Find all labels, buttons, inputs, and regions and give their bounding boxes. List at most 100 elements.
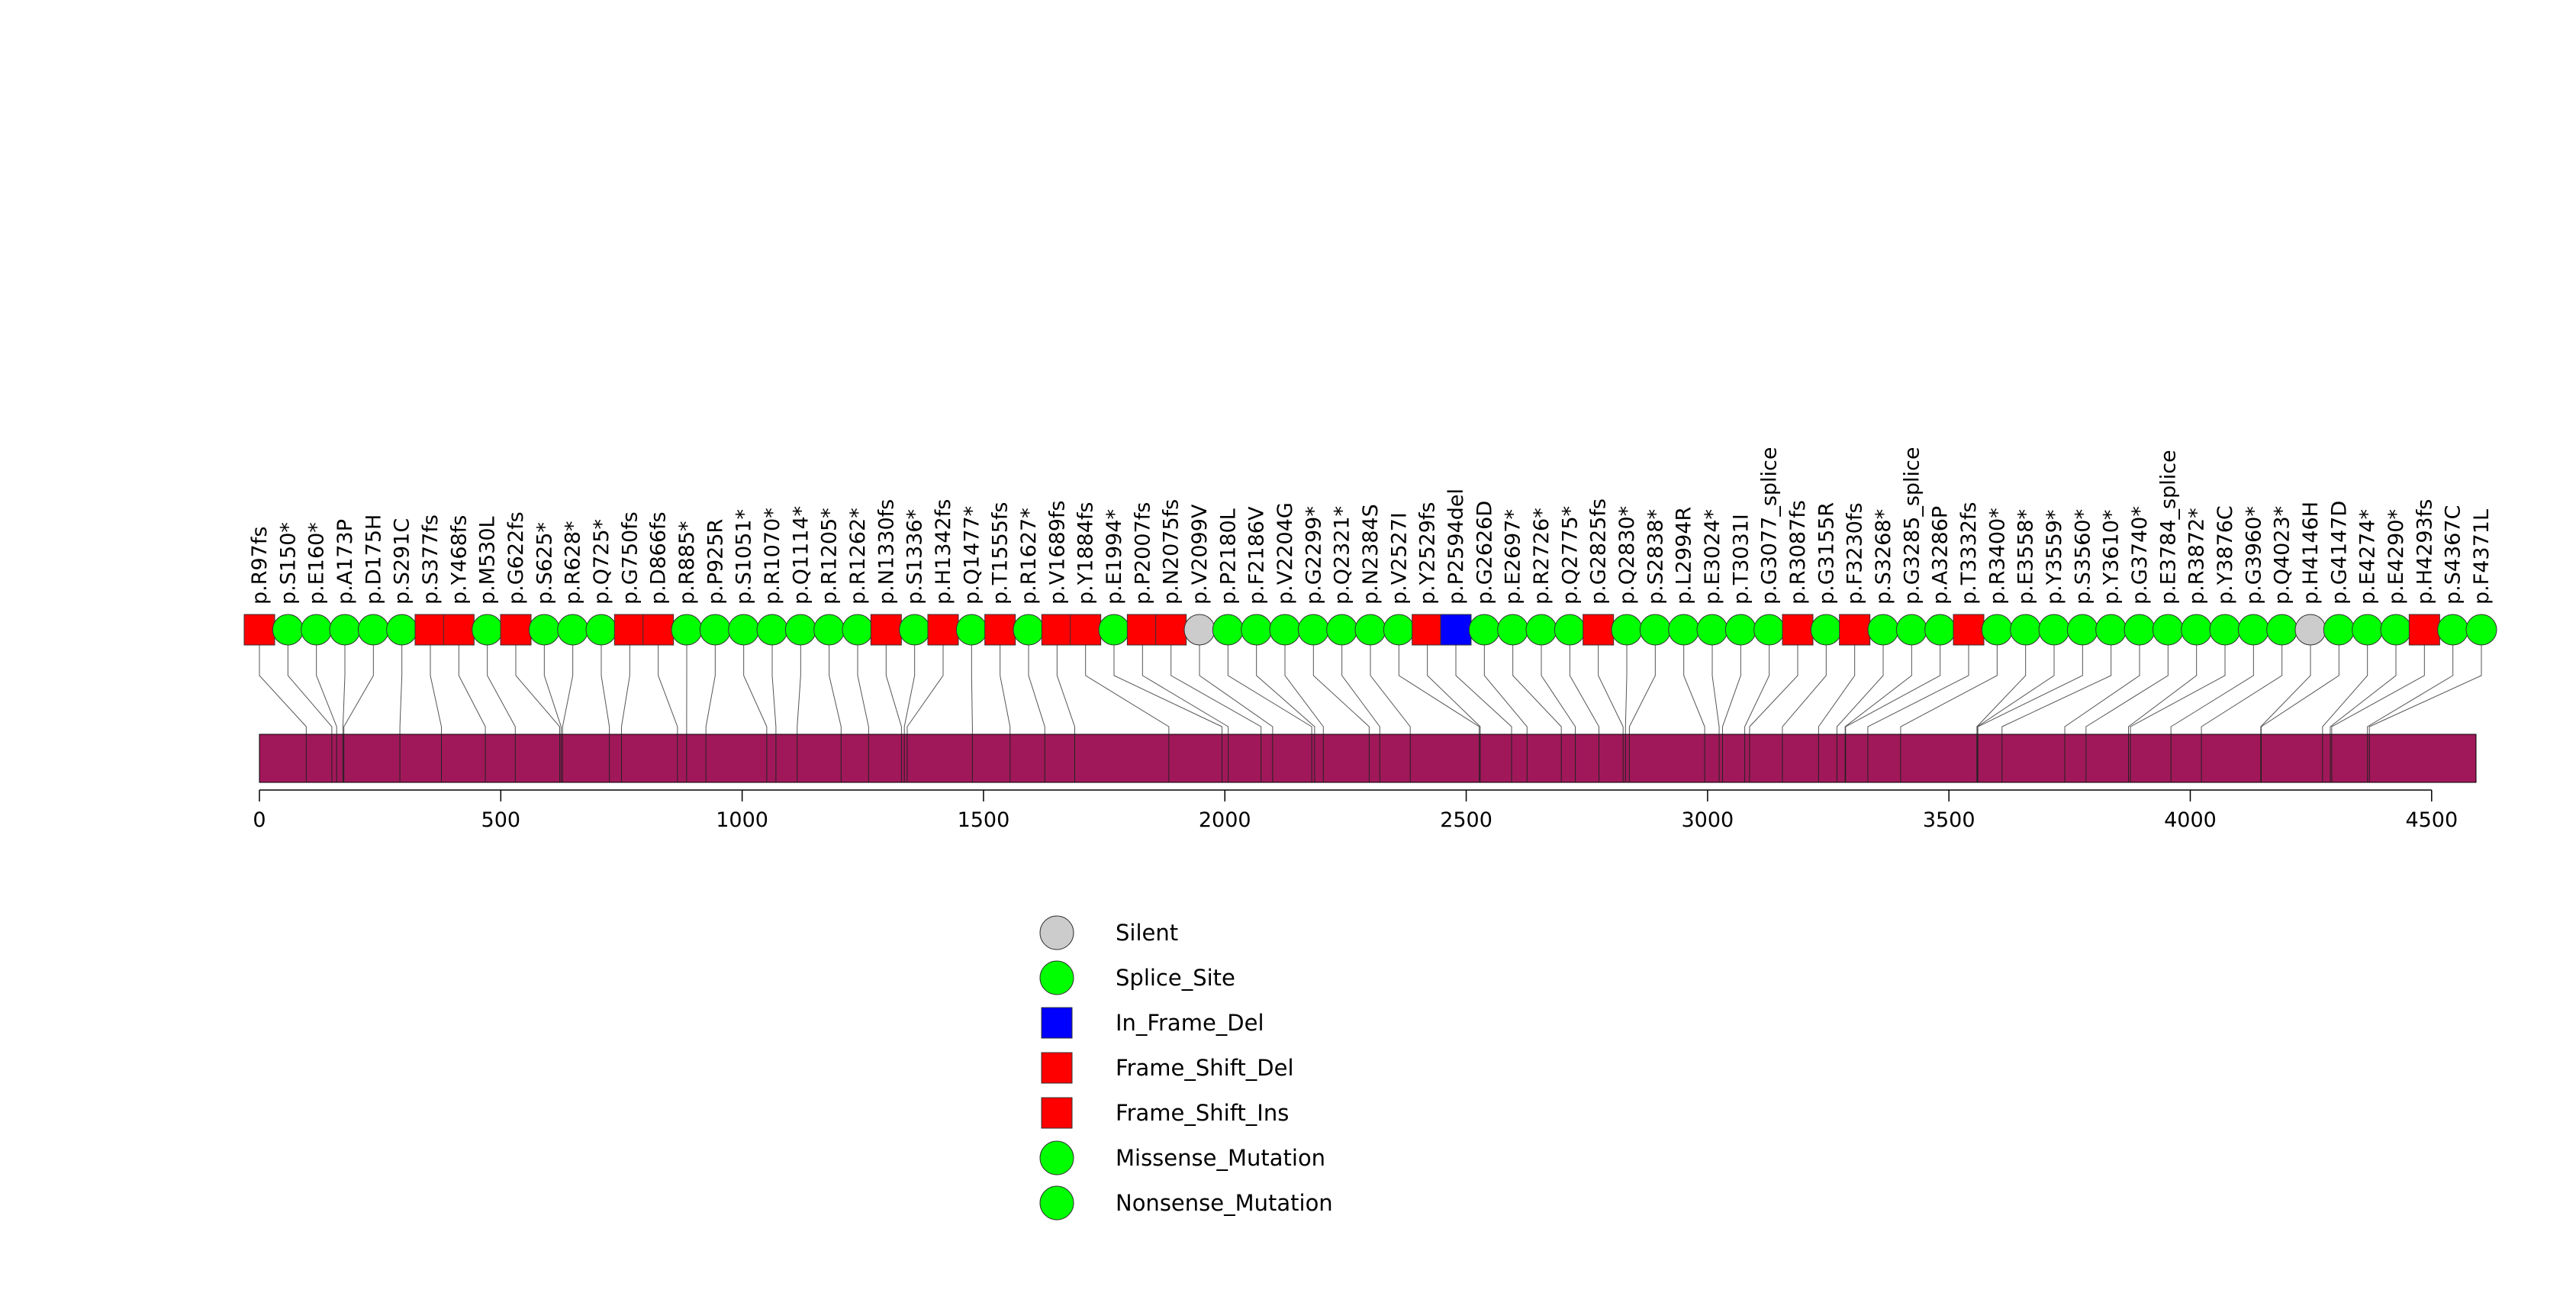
mutation-label: p.R97fs (248, 527, 272, 605)
legend-swatch-square (1041, 1007, 1073, 1039)
protein-domain-bar (259, 734, 2477, 783)
connector-line (1455, 645, 1512, 734)
mutation-label: p.R3400* (1985, 508, 2009, 605)
mutation-marker-circle (1924, 614, 1956, 646)
connector-line (2322, 645, 2368, 734)
x-axis-tick-label: 1500 (958, 808, 1010, 832)
connector-line (2330, 645, 2397, 734)
mutation-label: p.Q4023* (2271, 506, 2294, 605)
mutation-marker-circle (2380, 614, 2412, 646)
mutation-label: p.E160* (305, 522, 329, 605)
mutation-marker-square (613, 614, 646, 646)
connector-line (906, 645, 944, 734)
mutation-labels: p.R97fs p.S150* p.E160* p.A173P p.D175H p.S29… (248, 447, 2494, 605)
mutation-marker-circle (472, 614, 504, 646)
connector-line (1844, 645, 1912, 734)
mutation-marker-circle (2181, 614, 2213, 646)
mutation-marker-circle (1810, 614, 1842, 646)
x-axis-tick-label: 500 (481, 808, 521, 832)
mutation-label: p.D175H (362, 514, 385, 605)
mutation-marker-circle (528, 614, 560, 646)
connector-line (1749, 645, 1798, 734)
x-axis-tick-label: 3000 (1682, 808, 1734, 832)
mutation-label: p.S2838* (1644, 509, 1667, 605)
mutation-marker-square (243, 614, 275, 646)
mutation-label: p.Y3876C (2214, 505, 2237, 605)
mutation-marker-circle (301, 614, 333, 646)
connector-line (2130, 645, 2226, 734)
connector-line (1628, 645, 1656, 734)
connector-line (1141, 645, 1229, 734)
mutation-label: p.G3285_splice (1900, 447, 1924, 605)
mutation-label: p.A3286P (1929, 506, 1953, 605)
mutation-label: p.Q1114* (789, 506, 813, 605)
mutation-marker-circle (585, 614, 617, 646)
mutation-label: p.R1070* (761, 508, 784, 605)
legend: Silent Splice_Site In_Frame_Del Frame_Shift… (1039, 915, 1333, 1221)
mutation-marker-circle (1668, 614, 1700, 646)
legend-label: Frame_Shift_Del (1116, 1055, 1294, 1081)
legend-label: Frame_Shift_Ins (1116, 1100, 1289, 1126)
mutation-label: p.Y2529fs (1416, 502, 1440, 605)
mutation-marker-circle (2095, 614, 2127, 646)
connector-line (2331, 645, 2425, 734)
mutation-label: p.R1205* (818, 508, 842, 605)
connector-line (1284, 645, 1324, 734)
mutation-marker-square (1070, 614, 1102, 646)
legend-label: In_Frame_Del (1116, 1010, 1264, 1036)
connector-line (2064, 645, 2140, 734)
mutation-label: p.S1336* (903, 509, 927, 605)
connector-line (1818, 645, 1856, 734)
mutation-marker-circle (1696, 614, 1728, 646)
mutation-marker-circle (842, 614, 874, 646)
mutation-label: p.Y1884fs (1074, 502, 1098, 605)
connector-line (1341, 645, 1380, 734)
mutation-marker-circle (1098, 614, 1130, 646)
connector-line (797, 645, 801, 734)
connector-line (430, 645, 442, 734)
mutation-label: p.F2186V (1245, 506, 1269, 605)
mutation-marker-circle (1241, 614, 1273, 646)
legend-label: Nonsense_Mutation (1116, 1190, 1333, 1216)
mutation-label: p.Y468fs (447, 515, 471, 605)
mutation-marker-circle (357, 614, 389, 646)
connector-line (316, 645, 337, 734)
connector-line (2170, 645, 2254, 734)
connector-line (458, 645, 486, 734)
legend-swatch-square (1041, 1052, 1073, 1084)
mutation-label: p.G3077_splice (1758, 447, 1782, 605)
mutation-marker-square (1412, 614, 1444, 646)
connector-line (259, 645, 307, 734)
x-axis-tick-label: 4000 (2164, 808, 2217, 832)
mutation-marker-circle (671, 614, 703, 646)
connector-line (1483, 645, 1528, 734)
mutation-marker-circle (1212, 614, 1244, 646)
mutation-label: p.G3740* (2128, 506, 2152, 605)
mutation-label: p.S1051* (733, 509, 756, 605)
mutation-label: p.G2825fs (1587, 498, 1611, 605)
connector-line (658, 645, 678, 734)
connector-line (1085, 645, 1170, 734)
connector-line (903, 645, 916, 734)
legend-swatch-circle (1039, 1140, 1074, 1176)
mutation-label: p.E2697* (1502, 509, 1525, 605)
mutation-marker-circle (2038, 614, 2070, 646)
mutation-label: p.F3230fs (1843, 502, 1867, 605)
mutation-marker-circle (1013, 614, 1045, 646)
connector-line (342, 645, 346, 734)
x-axis-tick-label: 3500 (1923, 808, 1975, 832)
connector-line (2260, 645, 2311, 734)
mutation-label: p.E3024* (1701, 509, 1724, 605)
mutation-label: p.G750fs (618, 511, 642, 605)
connector-line (857, 645, 869, 734)
mutation-label: p.S291C (391, 518, 414, 605)
connector-line (399, 645, 403, 734)
connector-line (2128, 645, 2198, 734)
mutation-label: p.S4367C (2442, 505, 2465, 605)
x-axis-tick-label: 0 (253, 808, 266, 832)
mutation-marker-square (927, 614, 959, 646)
mutation-marker-square (1782, 614, 1814, 646)
connector-line (1711, 645, 1720, 734)
mutation-label: p.V2527I (1387, 512, 1411, 605)
